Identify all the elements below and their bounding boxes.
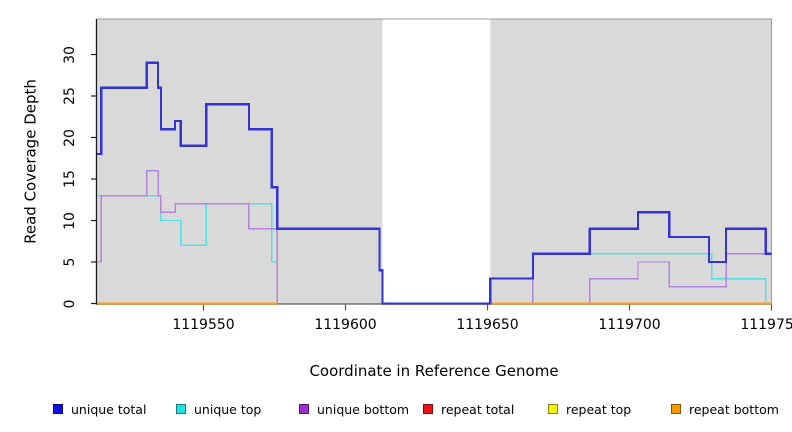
y-tick-label: 15 [62,170,78,188]
x-tick-label: 1119550 [172,317,235,333]
unique-total-swatch-icon [53,404,63,414]
legend-item-repeat-top: repeat top [548,399,631,419]
legend-item-repeat-bottom: repeat bottom [671,399,779,419]
x-tick-label: 1119650 [456,317,519,333]
legend-item-repeat-total: repeat total [423,399,514,419]
legend-label: repeat total [441,401,515,417]
unique-bottom-swatch-icon [299,404,309,414]
repeat-total-swatch-icon [423,404,433,414]
legend-item-unique-top: unique top [176,399,261,419]
legend-label: unique total [71,401,147,417]
x-tick-label: 1119700 [598,317,661,333]
legend-label: unique top [194,401,262,417]
repeat-top-swatch-icon [548,404,558,414]
y-tick-label: 25 [62,87,78,105]
legend-label: repeat bottom [689,401,779,417]
unique-top-swatch-icon [176,404,186,414]
legend-label: unique bottom [317,401,410,417]
y-tick-label: 0 [62,299,78,308]
y-axis-title: Read Coverage Depth [21,79,40,244]
y-tick-label: 30 [62,45,78,64]
legend-item-unique-total: unique total [53,399,146,419]
legend-item-unique-bottom: unique bottom [299,399,409,419]
repeat-bottom-swatch-icon [671,404,681,414]
x-tick-label: 1119750 [740,317,792,333]
legend-label: repeat top [566,401,632,417]
y-tick-label: 20 [62,128,78,147]
x-tick-label: 1119600 [314,317,377,333]
y-tick-label: 5 [62,257,78,267]
x-axis-title: Coordinate in Reference Genome [309,362,559,380]
y-tick-label: 10 [62,211,78,230]
